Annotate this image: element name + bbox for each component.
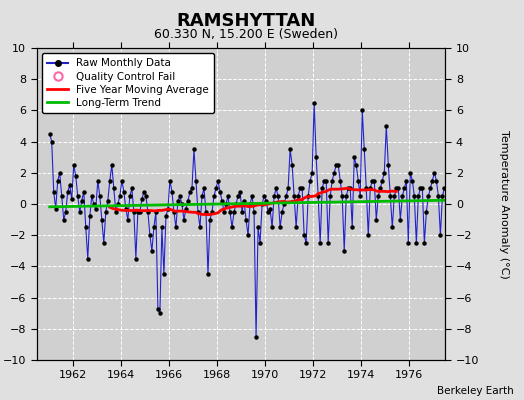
Text: RAMSHYTTAN: RAMSHYTTAN — [177, 12, 316, 30]
Text: 60.330 N, 15.200 E (Sweden): 60.330 N, 15.200 E (Sweden) — [154, 28, 339, 41]
Y-axis label: Temperature Anomaly (°C): Temperature Anomaly (°C) — [499, 130, 509, 278]
Text: Berkeley Earth: Berkeley Earth — [437, 386, 514, 396]
Legend: Raw Monthly Data, Quality Control Fail, Five Year Moving Average, Long-Term Tren: Raw Monthly Data, Quality Control Fail, … — [42, 53, 214, 113]
